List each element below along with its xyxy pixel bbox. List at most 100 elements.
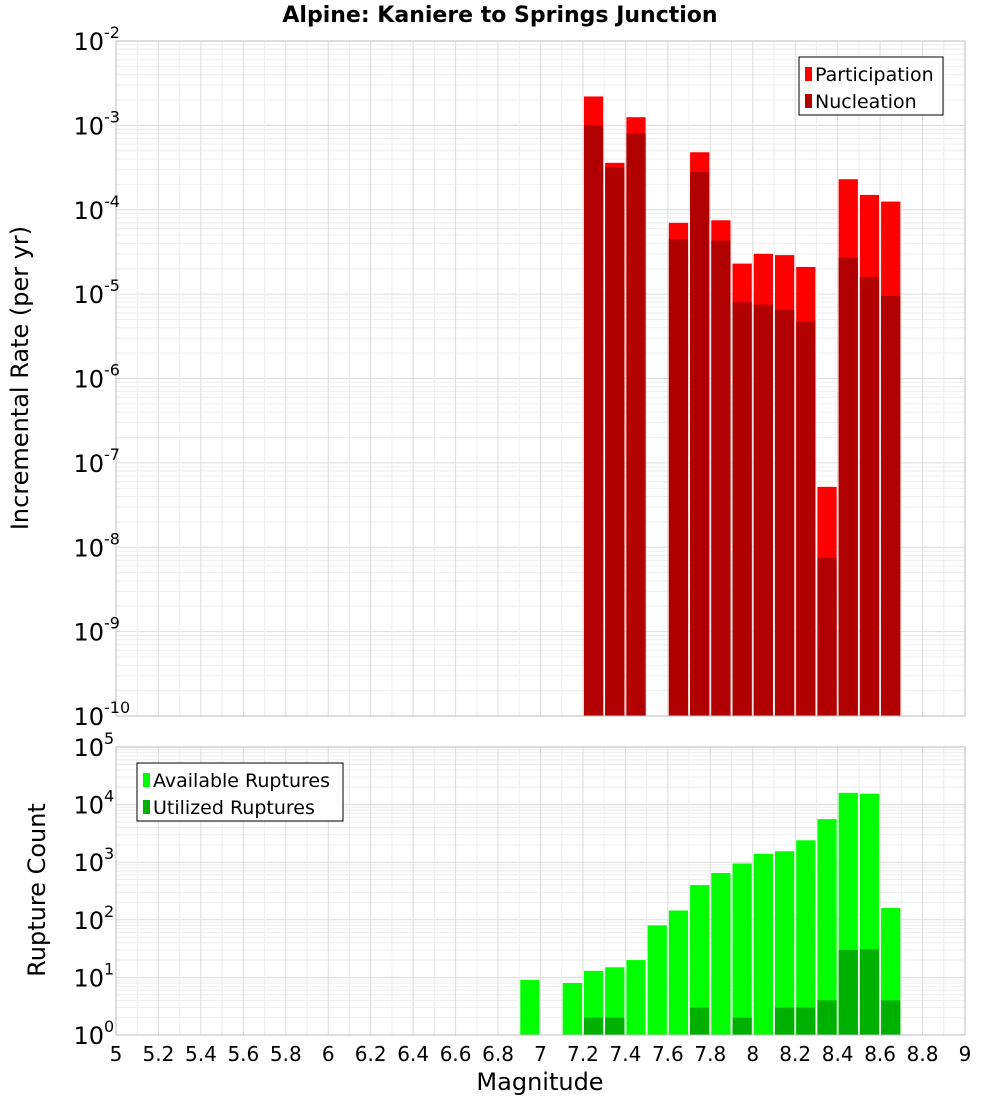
front-bar-mark xyxy=(626,133,646,717)
front-bar-mark xyxy=(796,321,816,716)
y-tick-base: 10 xyxy=(73,112,104,140)
x-tick-label: 5.4 xyxy=(185,1042,217,1066)
front-bar-mark xyxy=(605,1017,625,1035)
y-tick-base: 10 xyxy=(73,849,104,877)
back-bar-mark xyxy=(817,819,837,1035)
y-tick-base: 10 xyxy=(73,450,104,478)
front-bar-mark xyxy=(668,239,689,716)
x-tick-label: 8.6 xyxy=(864,1042,896,1066)
y-tick-base: 10 xyxy=(73,792,104,820)
legend-label: Utilized Ruptures xyxy=(153,797,315,819)
legend-label: Nucleation xyxy=(815,91,917,113)
x-tick-label: 5.8 xyxy=(270,1042,302,1066)
legend-box xyxy=(798,56,944,116)
y-tick-base: 10 xyxy=(73,1022,104,1050)
x-tick-label: 6.8 xyxy=(482,1042,514,1066)
front-bar-mark xyxy=(605,167,625,716)
front-bar-mark xyxy=(881,296,901,716)
x-tick-label: 7.6 xyxy=(652,1042,684,1066)
plot-frame xyxy=(115,40,966,717)
bars xyxy=(583,96,901,717)
y-tick-exponent: -2 xyxy=(104,23,120,42)
front-bar-mark xyxy=(690,172,710,716)
front-bar-mark xyxy=(838,257,858,716)
legend-swatch xyxy=(805,94,812,108)
back-bar-mark xyxy=(774,851,795,1035)
front-bar-mark xyxy=(711,240,731,717)
back-bar-mark xyxy=(562,982,582,1035)
back-bar-mark xyxy=(520,980,540,1035)
back-bar-mark xyxy=(753,853,773,1035)
y-tick-base: 10 xyxy=(73,619,104,647)
back-bar-mark xyxy=(647,925,667,1035)
x-tick-label: 7.2 xyxy=(567,1042,599,1066)
y-tick-base: 10 xyxy=(73,28,104,56)
rate-panel: 10-210-310-410-510-610-710-810-910 -10 Par… xyxy=(73,23,966,731)
front-bar-mark xyxy=(774,309,795,716)
x-tick-label: 8.8 xyxy=(907,1042,939,1066)
plot-frame xyxy=(115,746,966,1036)
legend-label: Participation xyxy=(815,64,934,86)
y-tick-exponent: -3 xyxy=(104,107,120,126)
back-bar-mark xyxy=(626,960,646,1035)
y-tick-exponent: 1 xyxy=(104,959,114,978)
y-tick-base: 10 xyxy=(73,366,104,394)
y-tick-base: 10 xyxy=(73,907,104,935)
x-tick-label: 8.4 xyxy=(822,1042,854,1066)
y-tick-base: 10 xyxy=(73,964,104,992)
y-tick-base: 10 xyxy=(73,734,104,762)
x-tick-label: 6.6 xyxy=(440,1042,472,1066)
y-tick-base: 10 xyxy=(73,534,104,562)
front-bar-mark xyxy=(732,1017,752,1035)
x-tick-label: 5.6 xyxy=(227,1042,259,1066)
y-tick-exponent: -4 xyxy=(104,192,120,211)
back-bar-mark xyxy=(690,885,710,1035)
y-tick-exponent: 5 xyxy=(104,729,114,748)
front-bar-mark xyxy=(690,1007,710,1035)
y-axis-ticks: 10-210-310-410-510-610-710-810-910-10 xyxy=(73,23,130,731)
y-tick-exponent: -5 xyxy=(104,276,120,295)
gridlines xyxy=(115,41,966,717)
y-tick-exponent: -10 xyxy=(104,698,130,717)
x-tick-label: 6 xyxy=(322,1042,335,1066)
y-tick-base: 10 xyxy=(73,197,104,225)
top-y-axis-label: Incremental Rate (per yr) xyxy=(6,226,34,530)
legend-swatch xyxy=(805,67,812,81)
x-tick-label: 5 xyxy=(110,1042,123,1066)
front-bar-mark xyxy=(838,949,858,1035)
front-bar-mark xyxy=(732,302,752,716)
legend-label: Available Ruptures xyxy=(153,770,330,792)
legend: Available Ruptures Utilized Ruptures xyxy=(136,762,344,822)
front-bar-mark xyxy=(796,1007,816,1035)
x-axis-label: Magnitude xyxy=(476,1068,603,1096)
front-bar-mark xyxy=(583,125,604,716)
back-bar-mark xyxy=(711,872,731,1035)
y-tick-exponent: 4 xyxy=(104,787,114,806)
y-tick-exponent: 3 xyxy=(104,844,114,863)
bottom-y-axis-label: Rupture Count xyxy=(23,803,51,977)
y-tick-exponent: 0 xyxy=(104,1017,114,1036)
back-bar-mark xyxy=(668,910,689,1035)
x-tick-label: 5.2 xyxy=(143,1042,175,1066)
front-bar-mark xyxy=(583,1017,604,1035)
back-bar-mark xyxy=(732,863,752,1035)
front-bar-mark xyxy=(753,304,773,716)
x-tick-label: 8.2 xyxy=(779,1042,811,1066)
x-tick-label: 6.4 xyxy=(397,1042,429,1066)
x-axis-ticks: 5 5.2 5.4 5.6 5.8 6 6.2 6.4 6.6 6.8 7 7.2 7.4 7.6 7.8 8… xyxy=(110,1042,972,1066)
back-bar-mark xyxy=(796,840,816,1035)
y-tick-base: 10 xyxy=(73,281,104,309)
y-tick-exponent: -9 xyxy=(104,614,120,633)
front-bar-mark xyxy=(817,1000,837,1035)
x-tick-label: 8 xyxy=(746,1042,759,1066)
x-tick-label: 6.2 xyxy=(355,1042,387,1066)
legend-swatch xyxy=(143,773,150,787)
x-tick-label: 7 xyxy=(534,1042,547,1066)
y-tick-base: 10 xyxy=(73,703,104,731)
y-tick-exponent: -7 xyxy=(104,445,120,464)
legend-box xyxy=(136,762,344,822)
x-tick-label: 7.8 xyxy=(694,1042,726,1066)
front-bar-mark xyxy=(881,1000,901,1035)
